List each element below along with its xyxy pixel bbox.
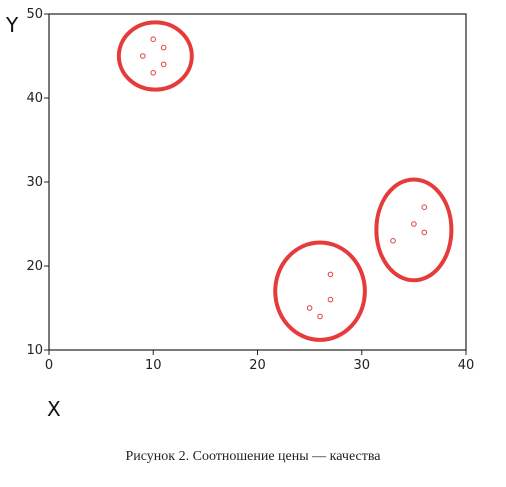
data-point-1-1 <box>140 53 146 59</box>
y-tick-label: 40 <box>26 91 43 106</box>
cluster-ellipse-1 <box>116 20 194 92</box>
data-point-3-4 <box>421 229 428 236</box>
x-tick-label: 40 <box>458 358 475 373</box>
x-axis-label: X <box>47 397 61 421</box>
x-tick-label: 10 <box>145 358 162 373</box>
data-point-1-4 <box>160 61 167 68</box>
x-tick-label: 20 <box>249 358 266 373</box>
y-tick-label: 10 <box>26 343 43 358</box>
y-tick-label: 50 <box>26 7 43 22</box>
x-axis-ticks: 0 10 20 30 40 <box>45 350 474 373</box>
cluster-ellipse-3 <box>374 177 454 283</box>
data-point-3-2 <box>411 221 417 227</box>
data-point-1-5 <box>150 70 157 76</box>
data-point-2-2 <box>317 313 323 320</box>
data-point-2-1 <box>306 305 313 311</box>
data-point-3-1 <box>390 238 396 244</box>
data-point-2-4 <box>327 271 334 278</box>
data-point-3-3 <box>421 204 428 210</box>
data-points <box>140 36 428 320</box>
y-axis-ticks: 10 20 30 40 50 <box>26 7 49 358</box>
cluster-ellipses <box>116 20 454 342</box>
x-tick-label: 30 <box>353 358 370 373</box>
y-axis-label: Y <box>5 13 19 37</box>
y-tick-label: 20 <box>26 259 43 274</box>
cluster-ellipse-2 <box>273 240 367 342</box>
y-tick-label: 30 <box>26 175 43 190</box>
data-point-2-3 <box>327 296 334 303</box>
x-tick-label: 0 <box>45 358 53 373</box>
data-point-1-2 <box>150 36 157 43</box>
data-point-1-3 <box>160 44 167 51</box>
figure-caption: Рисунок 2. Соотношение цены — качества <box>125 449 381 464</box>
